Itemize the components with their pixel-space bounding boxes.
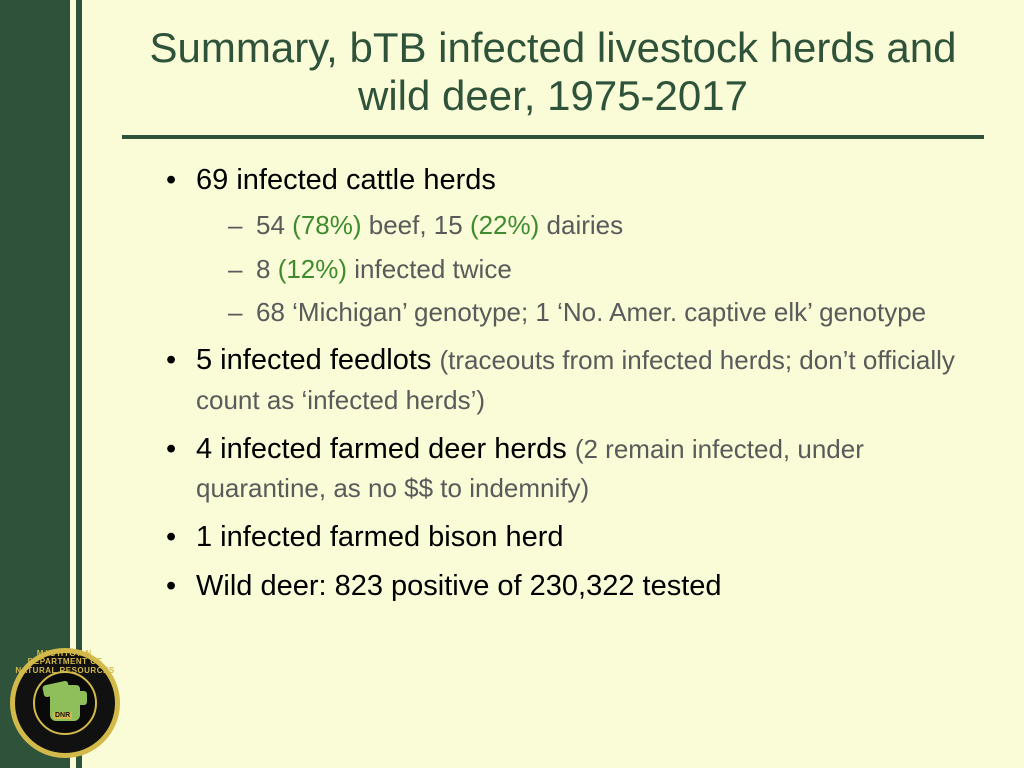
title-divider	[122, 135, 984, 139]
bullet-deerherds: 4 infected farmed deer herds (2 remain i…	[172, 430, 994, 508]
dnr-logo: DEPARTMENT OF NATURAL RESOURCES DNR MICH…	[10, 648, 120, 758]
sub-twice: 8 (12%) infected twice	[232, 252, 994, 288]
sub-beef-dairy: 54 (78%) beef, 15 (22%) dairies	[232, 208, 994, 244]
logo-ring-inner: DEPARTMENT OF NATURAL RESOURCES DNR MICH…	[15, 653, 115, 753]
pct-twice: (12%)	[278, 254, 347, 284]
bullet-list: 69 infected cattle herds 54 (78%) beef, …	[112, 161, 994, 607]
pct-dairy: (22%)	[470, 210, 539, 240]
bullet-feedlots: 5 infected feedlots (traceouts from infe…	[172, 341, 994, 419]
bullet-cattle-text: 69 infected cattle herds	[196, 164, 496, 196]
bullet-deerherds-text: 4 infected farmed deer herds	[196, 433, 575, 465]
slide-content: Summary, bTB infected livestock herds an…	[82, 0, 1024, 768]
sub-genotype: 68 ‘Michigan’ genotype; 1 ‘No. Amer. cap…	[232, 295, 994, 331]
bullet-cattle: 69 infected cattle herds 54 (78%) beef, …	[172, 161, 994, 332]
bullet-feedlots-text: 5 infected feedlots	[196, 344, 439, 376]
pct-beef: (78%)	[292, 210, 361, 240]
logo-ring-outer: DEPARTMENT OF NATURAL RESOURCES DNR MICH…	[10, 648, 120, 758]
sub-list-cattle: 54 (78%) beef, 15 (22%) dairies 8 (12%) …	[196, 208, 994, 332]
logo-text-bottom: MICHIGAN	[15, 649, 115, 749]
slide-title: Summary, bTB infected livestock herds an…	[112, 24, 994, 135]
bullet-wild-deer: Wild deer: 823 positive of 230,322 teste…	[172, 567, 994, 606]
bullet-bison: 1 infected farmed bison herd	[172, 518, 994, 557]
